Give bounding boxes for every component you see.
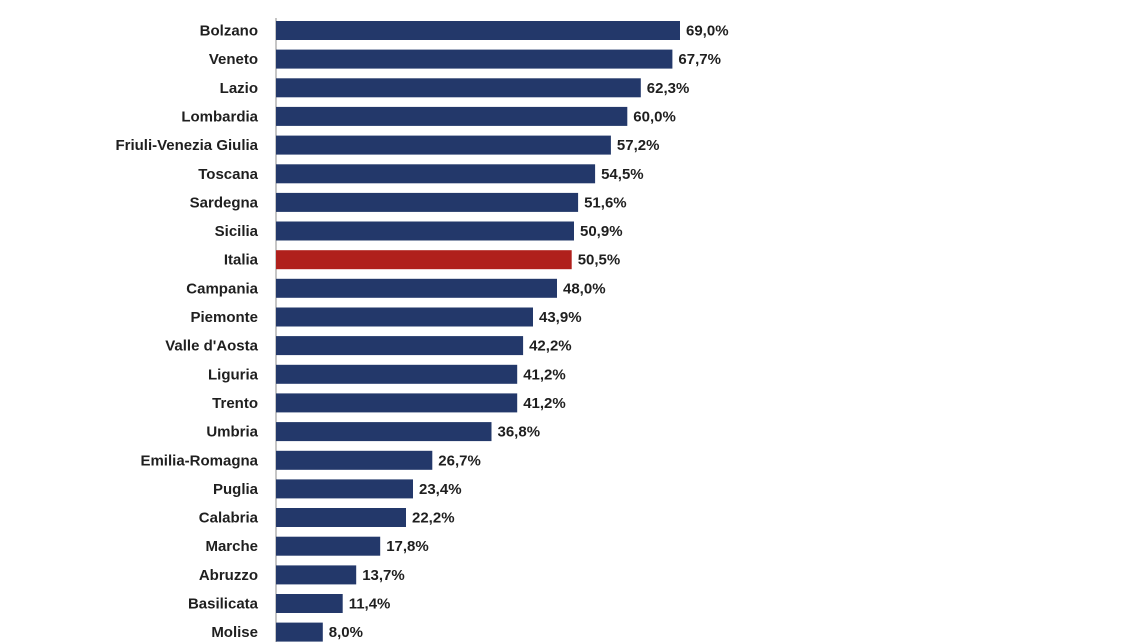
bars-group: Bolzano 69,0% Veneto 67,7% Lazio 62,3% Lombard… bbox=[115, 21, 729, 642]
value-label-valle-d-aosta: 42,2% bbox=[529, 338, 572, 355]
category-label-sardegna: Sardegna bbox=[190, 194, 259, 211]
category-label-sicilia: Sicilia bbox=[215, 223, 259, 240]
bar-lazio bbox=[276, 78, 641, 98]
value-label-friuli-venezia-giulia: 57,2% bbox=[617, 137, 660, 154]
bar-umbria bbox=[276, 422, 492, 442]
category-label-abruzzo: Abruzzo bbox=[199, 567, 258, 584]
value-label-toscana: 54,5% bbox=[601, 166, 644, 183]
bar-lombardia bbox=[276, 106, 628, 126]
bar-abruzzo bbox=[276, 565, 357, 585]
value-label-bolzano: 69,0% bbox=[686, 23, 729, 40]
bar-emilia-romagna bbox=[276, 450, 433, 470]
category-label-lombardia: Lombardia bbox=[181, 108, 258, 125]
bar-trento bbox=[276, 393, 518, 413]
bar-molise bbox=[276, 622, 323, 642]
value-label-lombardia: 60,0% bbox=[633, 108, 676, 125]
value-label-molise: 8,0% bbox=[329, 624, 363, 641]
value-label-piemonte: 43,9% bbox=[539, 309, 582, 326]
value-label-sardegna: 51,6% bbox=[584, 194, 627, 211]
bar-veneto bbox=[276, 49, 673, 69]
category-label-lazio: Lazio bbox=[220, 80, 258, 97]
value-label-veneto: 67,7% bbox=[678, 51, 721, 68]
bar-marche bbox=[276, 536, 381, 556]
category-label-liguria: Liguria bbox=[208, 366, 259, 383]
category-label-marche: Marche bbox=[205, 538, 258, 555]
bar-sardegna bbox=[276, 192, 579, 212]
category-label-puglia: Puglia bbox=[213, 481, 259, 498]
value-label-lazio: 62,3% bbox=[647, 80, 690, 97]
category-label-bolzano: Bolzano bbox=[200, 23, 258, 40]
category-label-emilia-romagna: Emilia-Romagna bbox=[140, 452, 258, 469]
value-label-liguria: 41,2% bbox=[523, 366, 566, 383]
bar-friuli-venezia-giulia bbox=[276, 135, 611, 155]
bar-toscana bbox=[276, 164, 596, 184]
category-label-basilicata: Basilicata bbox=[188, 596, 259, 613]
bar-piemonte bbox=[276, 307, 533, 327]
bar-bolzano bbox=[276, 21, 680, 40]
category-label-toscana: Toscana bbox=[198, 166, 258, 183]
category-label-trento: Trento bbox=[212, 395, 258, 412]
bar-campania bbox=[276, 278, 557, 298]
bar-puglia bbox=[276, 479, 413, 499]
category-label-molise: Molise bbox=[211, 624, 258, 641]
value-label-marche: 17,8% bbox=[386, 538, 429, 555]
category-label-umbria: Umbria bbox=[206, 424, 258, 441]
category-label-calabria: Calabria bbox=[199, 510, 259, 527]
value-label-campania: 48,0% bbox=[563, 280, 606, 297]
bar-basilicata bbox=[276, 594, 343, 613]
bar-sicilia bbox=[276, 221, 574, 241]
value-label-sicilia: 50,9% bbox=[580, 223, 623, 240]
bar-liguria bbox=[276, 364, 518, 384]
bar-italia bbox=[276, 250, 572, 270]
value-label-emilia-romagna: 26,7% bbox=[438, 452, 481, 469]
bar-valle-d-aosta bbox=[276, 336, 524, 356]
value-label-basilicata: 11,4% bbox=[349, 596, 391, 613]
bar-calabria bbox=[276, 508, 406, 527]
value-label-trento: 41,2% bbox=[523, 395, 566, 412]
category-label-campania: Campania bbox=[186, 280, 258, 297]
value-label-puglia: 23,4% bbox=[419, 481, 462, 498]
value-label-calabria: 22,2% bbox=[412, 510, 455, 527]
value-label-italia: 50,5% bbox=[578, 252, 621, 269]
category-label-italia: Italia bbox=[224, 252, 259, 269]
category-label-veneto: Veneto bbox=[209, 51, 258, 68]
value-label-umbria: 36,8% bbox=[498, 424, 541, 441]
category-label-friuli-venezia-giulia: Friuli-Venezia Giulia bbox=[115, 137, 258, 154]
category-label-valle-d-aosta: Valle d'Aosta bbox=[165, 338, 258, 355]
value-label-abruzzo: 13,7% bbox=[362, 567, 405, 584]
category-label-piemonte: Piemonte bbox=[190, 309, 258, 326]
